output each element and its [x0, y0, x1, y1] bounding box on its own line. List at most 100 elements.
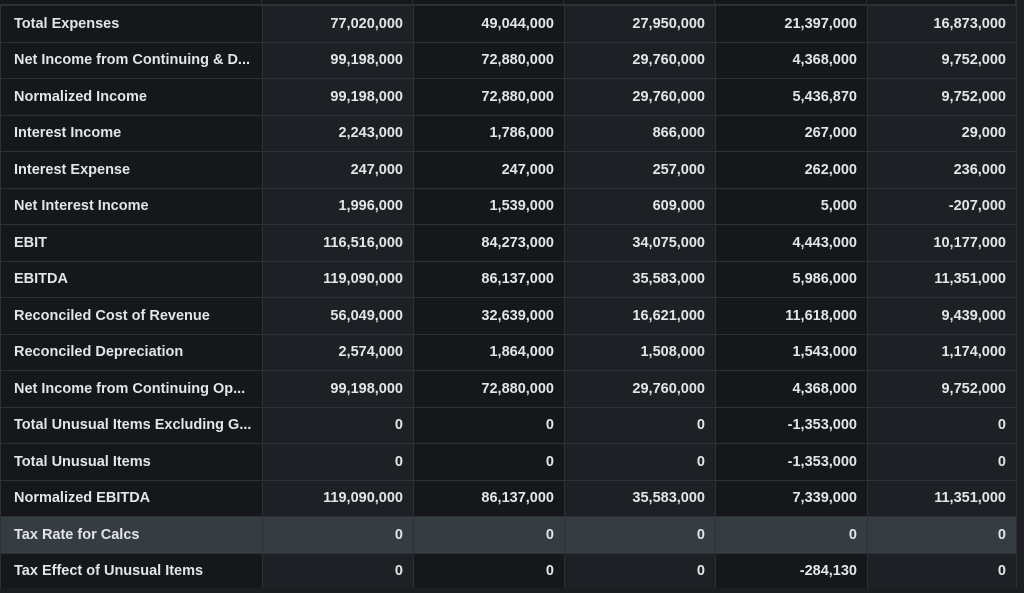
row-label: EBIT	[0, 224, 263, 262]
value-cell: 1,864,000	[413, 333, 565, 371]
value-cell: -207,000	[867, 187, 1017, 225]
value-cell: 34,075,000	[564, 224, 716, 262]
row-label: EBITDA	[0, 260, 263, 298]
row-label: Tax Rate for Calcs	[0, 516, 263, 554]
value-cell: 86,137,000	[413, 260, 565, 298]
table-row[interactable]: Total Unusual Items 0 0 0 -1,353,000 0	[0, 443, 1017, 481]
value-cell: 0	[564, 516, 716, 554]
value-cell: 5,000	[715, 187, 868, 225]
value-cell: 2,574,000	[262, 333, 414, 371]
horizontal-scrollbar[interactable]	[0, 588, 1024, 593]
table-row[interactable]: Total Expenses 77,020,000 49,044,000 27,950…	[0, 5, 1017, 43]
value-cell: 0	[564, 443, 716, 481]
row-label: Reconciled Cost of Revenue	[0, 297, 263, 335]
value-cell: 9,752,000	[867, 41, 1017, 79]
value-cell: 0	[262, 552, 414, 590]
value-cell: 0	[413, 552, 565, 590]
row-label: Total Expenses	[0, 5, 263, 43]
value-cell: 1,786,000	[413, 114, 565, 152]
value-cell: 119,090,000	[262, 479, 414, 517]
row-label: Net Income from Continuing & D...	[0, 41, 263, 79]
value-cell: 29,760,000	[564, 41, 716, 79]
value-cell: 0	[564, 552, 716, 590]
value-cell: 247,000	[413, 151, 565, 189]
value-cell: 77,020,000	[262, 5, 414, 43]
value-cell: 35,583,000	[564, 260, 716, 298]
row-label: Total Unusual Items Excluding G...	[0, 406, 263, 444]
value-cell: 0	[867, 516, 1017, 554]
value-cell: 10,177,000	[867, 224, 1017, 262]
table-row[interactable]: Net Income from Continuing & D... 99,198,…	[0, 41, 1017, 79]
value-cell: 9,752,000	[867, 370, 1017, 408]
value-cell: 9,439,000	[867, 297, 1017, 335]
row-label: Net Interest Income	[0, 187, 263, 225]
value-cell: 1,543,000	[715, 333, 868, 371]
value-cell: 1,508,000	[564, 333, 716, 371]
row-label: Tax Effect of Unusual Items	[0, 552, 263, 590]
table-row[interactable]: Net Interest Income 1,996,000 1,539,000 609…	[0, 187, 1017, 225]
value-cell: 0	[715, 516, 868, 554]
value-cell: 2,243,000	[262, 114, 414, 152]
value-cell: 262,000	[715, 151, 868, 189]
row-label: Interest Expense	[0, 151, 263, 189]
table-row[interactable]: EBITDA 119,090,000 86,137,000 35,583,000 5,9…	[0, 260, 1017, 298]
value-cell: 32,639,000	[413, 297, 565, 335]
value-cell: 56,049,000	[262, 297, 414, 335]
row-label: Normalized Income	[0, 78, 263, 116]
value-cell: 21,397,000	[715, 5, 868, 43]
table-row[interactable]: Net Income from Continuing Op... 99,198,0…	[0, 370, 1017, 408]
table-row[interactable]: Normalized EBITDA 119,090,000 86,137,000 35…	[0, 479, 1017, 517]
value-cell: 0	[413, 516, 565, 554]
row-label: Normalized EBITDA	[0, 479, 263, 517]
value-cell: 99,198,000	[262, 41, 414, 79]
value-cell: 11,351,000	[867, 479, 1017, 517]
table-row[interactable]: Tax Effect of Unusual Items 0 0 0 -284,130 0	[0, 552, 1017, 590]
table-row[interactable]: Interest Expense 247,000 247,000 257,000 262…	[0, 151, 1017, 189]
value-cell: 0	[867, 552, 1017, 590]
value-cell: 4,368,000	[715, 370, 868, 408]
value-cell: 99,198,000	[262, 370, 414, 408]
value-cell: 11,618,000	[715, 297, 868, 335]
table-row[interactable]: Total Unusual Items Excluding G... 0 0 0 -1,…	[0, 406, 1017, 444]
value-cell: 119,090,000	[262, 260, 414, 298]
value-cell: 0	[413, 443, 565, 481]
value-cell: 0	[867, 406, 1017, 444]
table-row[interactable]: Interest Income 2,243,000 1,786,000 866,000…	[0, 114, 1017, 152]
value-cell: 257,000	[564, 151, 716, 189]
value-cell: 72,880,000	[413, 78, 565, 116]
financials-table: Total Expenses 77,020,000 49,044,000 27,950…	[0, 5, 1017, 590]
value-cell: 9,752,000	[867, 78, 1017, 116]
table-row[interactable]: Reconciled Depreciation 2,574,000 1,864,00…	[0, 333, 1017, 371]
value-cell: 5,436,870	[715, 78, 868, 116]
value-cell: 99,198,000	[262, 78, 414, 116]
row-label: Interest Income	[0, 114, 263, 152]
row-label: Total Unusual Items	[0, 443, 263, 481]
value-cell: 16,621,000	[564, 297, 716, 335]
value-cell: 1,174,000	[867, 333, 1017, 371]
value-cell: 11,351,000	[867, 260, 1017, 298]
value-cell: 27,950,000	[564, 5, 716, 43]
value-cell: 35,583,000	[564, 479, 716, 517]
table-row[interactable]: Reconciled Cost of Revenue 56,049,000 32,6…	[0, 297, 1017, 335]
value-cell: 1,539,000	[413, 187, 565, 225]
value-cell: 116,516,000	[262, 224, 414, 262]
value-cell: 866,000	[564, 114, 716, 152]
vertical-scrollbar[interactable]	[1016, 0, 1024, 593]
table-row[interactable]: EBIT 116,516,000 84,273,000 34,075,000 4,443…	[0, 224, 1017, 262]
value-cell: 7,339,000	[715, 479, 868, 517]
value-cell: 29,760,000	[564, 78, 716, 116]
table-row[interactable]: Tax Rate for Calcs 0 0 0 0 0	[0, 516, 1017, 554]
value-cell: 72,880,000	[413, 41, 565, 79]
value-cell: 84,273,000	[413, 224, 565, 262]
value-cell: 0	[867, 443, 1017, 481]
value-cell: 29,760,000	[564, 370, 716, 408]
row-label: Net Income from Continuing Op...	[0, 370, 263, 408]
previous-row-edge	[0, 0, 1016, 5]
value-cell: 29,000	[867, 114, 1017, 152]
value-cell: 267,000	[715, 114, 868, 152]
value-cell: 247,000	[262, 151, 414, 189]
table-row[interactable]: Normalized Income 99,198,000 72,880,000 29,…	[0, 78, 1017, 116]
value-cell: 1,996,000	[262, 187, 414, 225]
value-cell: 4,443,000	[715, 224, 868, 262]
